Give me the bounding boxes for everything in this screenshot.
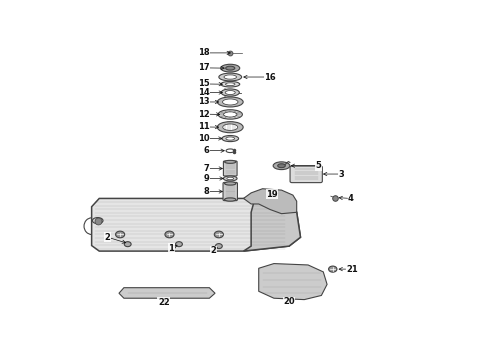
Text: 15: 15: [197, 80, 222, 89]
Ellipse shape: [223, 112, 237, 117]
Ellipse shape: [227, 177, 234, 180]
Text: 19: 19: [266, 190, 278, 199]
Ellipse shape: [223, 124, 238, 130]
Text: 7: 7: [204, 164, 222, 173]
Ellipse shape: [223, 176, 237, 181]
Text: 12: 12: [197, 110, 220, 119]
Circle shape: [214, 231, 223, 238]
Ellipse shape: [224, 182, 236, 185]
FancyBboxPatch shape: [290, 166, 322, 183]
Polygon shape: [119, 288, 215, 298]
Ellipse shape: [226, 66, 235, 70]
Text: 11: 11: [197, 122, 219, 131]
Text: 6: 6: [203, 146, 224, 155]
Ellipse shape: [221, 89, 239, 96]
Text: 2: 2: [210, 246, 217, 255]
Text: 1: 1: [169, 244, 177, 253]
Text: 14: 14: [197, 88, 222, 97]
Text: 2: 2: [105, 233, 125, 243]
Ellipse shape: [220, 64, 240, 72]
Polygon shape: [244, 198, 300, 251]
Text: 10: 10: [198, 134, 222, 143]
Ellipse shape: [222, 135, 239, 141]
Ellipse shape: [219, 73, 242, 81]
Ellipse shape: [224, 75, 237, 79]
Text: 16: 16: [244, 72, 276, 81]
Circle shape: [329, 266, 337, 272]
Text: 13: 13: [198, 98, 219, 107]
Ellipse shape: [93, 217, 103, 224]
Ellipse shape: [222, 99, 238, 105]
Circle shape: [175, 242, 182, 247]
Ellipse shape: [225, 83, 235, 86]
Polygon shape: [92, 198, 300, 251]
Polygon shape: [244, 189, 297, 214]
Polygon shape: [259, 264, 327, 300]
Ellipse shape: [273, 162, 290, 170]
Circle shape: [165, 231, 174, 238]
Text: 21: 21: [339, 265, 358, 274]
Circle shape: [124, 242, 131, 247]
Ellipse shape: [224, 198, 236, 201]
Circle shape: [116, 231, 124, 238]
Circle shape: [216, 244, 222, 249]
Ellipse shape: [220, 81, 240, 87]
Text: 3: 3: [323, 170, 344, 179]
Ellipse shape: [226, 137, 235, 140]
Text: 8: 8: [204, 187, 222, 196]
Text: 9: 9: [204, 174, 223, 183]
Text: 5: 5: [291, 161, 321, 170]
Text: 4: 4: [339, 194, 354, 203]
Ellipse shape: [218, 97, 243, 107]
FancyBboxPatch shape: [223, 183, 238, 201]
FancyBboxPatch shape: [223, 161, 237, 176]
Ellipse shape: [224, 160, 236, 163]
Text: 17: 17: [198, 63, 224, 72]
Ellipse shape: [278, 164, 285, 168]
Ellipse shape: [218, 122, 243, 133]
Text: 22: 22: [158, 298, 170, 307]
Text: 18: 18: [198, 48, 230, 57]
Ellipse shape: [225, 91, 235, 95]
Text: 20: 20: [283, 297, 295, 306]
Ellipse shape: [218, 110, 243, 119]
